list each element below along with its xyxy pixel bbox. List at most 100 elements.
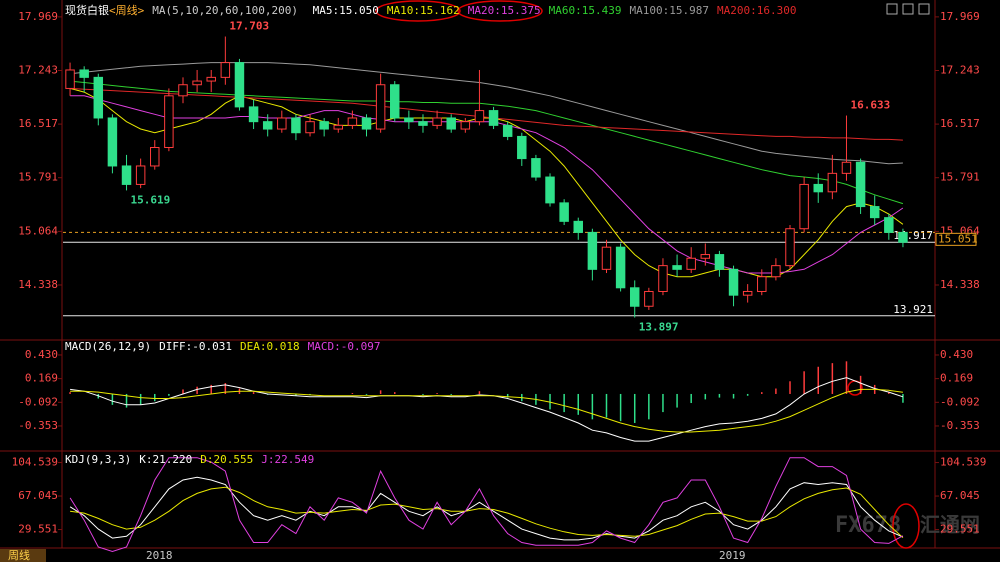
- legend-name: DEA: [240, 340, 260, 353]
- legend-value: 20.555: [213, 453, 253, 466]
- candle-body: [319, 121, 329, 130]
- candle-body: [531, 158, 541, 178]
- y-tick-label-right: 0.430: [940, 348, 973, 361]
- period-label: <周线>: [109, 3, 145, 17]
- candle-body: [178, 84, 188, 97]
- y-tick-label: 17.969: [18, 10, 58, 23]
- legend-name: MA10: [387, 4, 414, 17]
- candle-body: [827, 172, 838, 193]
- candle-body: [390, 84, 400, 119]
- indicator-line: [69, 457, 904, 553]
- candle-body: [771, 265, 781, 278]
- legend-sep: :: [334, 340, 341, 353]
- candle-body: [164, 95, 174, 149]
- legend-sep: :: [260, 340, 267, 353]
- icon-button[interactable]: [886, 3, 898, 15]
- candle-body: [65, 69, 75, 89]
- candle-body: [714, 254, 725, 270]
- legend-name: MA100: [629, 4, 662, 17]
- annotation-ellipse: [457, 0, 543, 22]
- legend-name: MA20: [468, 4, 495, 17]
- candle-body: [545, 176, 555, 204]
- candle-body: [813, 183, 823, 193]
- y-tick-label-right: -0.353: [940, 419, 980, 432]
- annotation-ellipse: [892, 503, 920, 549]
- indicator-label: MA(5,10,20,60,100,200): [152, 4, 298, 17]
- candle-body: [658, 265, 668, 292]
- y-tick-label: 16.517: [18, 117, 58, 130]
- y-tick-label: 15.064: [18, 224, 58, 237]
- watermark-cn: 汇通网: [920, 513, 980, 537]
- legend-sep: :: [575, 4, 582, 17]
- candle-body: [601, 246, 612, 270]
- last-price-label: 15.051: [938, 232, 978, 245]
- candle-body: [672, 265, 682, 270]
- y-tick-label: 104.539: [12, 456, 58, 469]
- y-tick-label-right: 0.169: [940, 372, 973, 385]
- legend-sep: :: [750, 4, 757, 17]
- indicator-line: [69, 476, 904, 541]
- candle-body: [884, 217, 894, 233]
- candle-body: [686, 257, 696, 270]
- icon-button[interactable]: [902, 3, 914, 15]
- candle-body: [150, 147, 160, 167]
- macd-legend: MACD(26,12,9) DIFF:-0.031 DEA:0.018 MACD:-0…: [65, 340, 380, 353]
- indicator-line: [70, 95, 904, 274]
- icon-button[interactable]: [918, 3, 930, 15]
- legend-sep: :: [663, 4, 670, 17]
- candle-body: [262, 121, 273, 130]
- legend-value: -0.031: [192, 340, 232, 353]
- y-tick-label-right: 104.539: [940, 456, 986, 469]
- y-tick-label: 0.169: [25, 372, 58, 385]
- candle-body: [869, 206, 880, 219]
- annotation-ellipse: [375, 0, 461, 22]
- candle-body: [855, 161, 866, 208]
- extreme-label: 16.633: [850, 99, 890, 112]
- candle-body: [206, 76, 216, 82]
- y-tick-label-right: 16.517: [940, 117, 980, 130]
- candle-body: [742, 290, 753, 296]
- period-tab[interactable]: 周线: [8, 548, 30, 562]
- y-tick-label-right: 15.791: [940, 171, 980, 184]
- indicator-line: [70, 62, 903, 165]
- legend-value: 15.987: [669, 4, 709, 17]
- candle-body: [79, 69, 89, 78]
- legend-value: 15.375: [501, 4, 541, 17]
- candle-body: [587, 231, 598, 270]
- legend-value: 15.050: [339, 4, 379, 17]
- legend-name: MA200: [717, 4, 750, 17]
- legend-name: MACD: [308, 340, 335, 353]
- y-tick-label-right: 29.551: [940, 523, 980, 536]
- kdj-legend: KDJ(9,3,3) K:21.220 D:20.555 J:22.549: [65, 453, 314, 466]
- legend-sep: :: [413, 4, 420, 17]
- toolbar[interactable]: [886, 3, 930, 15]
- candle-body: [898, 231, 908, 243]
- candle-body: [799, 183, 809, 230]
- candle-body: [192, 80, 202, 86]
- legend-value: 16.300: [757, 4, 797, 17]
- period-tab-bg[interactable]: [0, 549, 46, 562]
- price-legend: 现货白银<周线> MA(5,10,20,60,100,200) MA5:15.05…: [65, 3, 796, 17]
- candle-body: [700, 254, 711, 259]
- candle-body: [728, 268, 739, 296]
- candle-body: [220, 62, 231, 78]
- candle-body: [135, 165, 146, 185]
- legend-sep: :: [494, 4, 501, 17]
- y-tick-label-right: 14.338: [940, 278, 980, 291]
- indicator-line: [70, 388, 903, 433]
- watermark: FX678: [835, 513, 901, 538]
- x-axis-label: 2019: [719, 549, 746, 562]
- extreme-label: 13.897: [639, 321, 679, 334]
- legend-sep: :: [146, 453, 153, 466]
- legend-sep: :: [207, 453, 214, 466]
- legend-name: DIFF: [159, 340, 186, 353]
- legend-name: D: [200, 453, 207, 466]
- candle-body: [291, 117, 301, 134]
- candle-body: [841, 161, 852, 174]
- candle-body: [418, 121, 428, 126]
- y-tick-label-right: 17.243: [940, 63, 980, 76]
- candle-body: [375, 84, 386, 130]
- y-tick-label: 0.430: [25, 348, 58, 361]
- candle-body: [347, 117, 358, 126]
- y-tick-label: -0.353: [18, 419, 58, 432]
